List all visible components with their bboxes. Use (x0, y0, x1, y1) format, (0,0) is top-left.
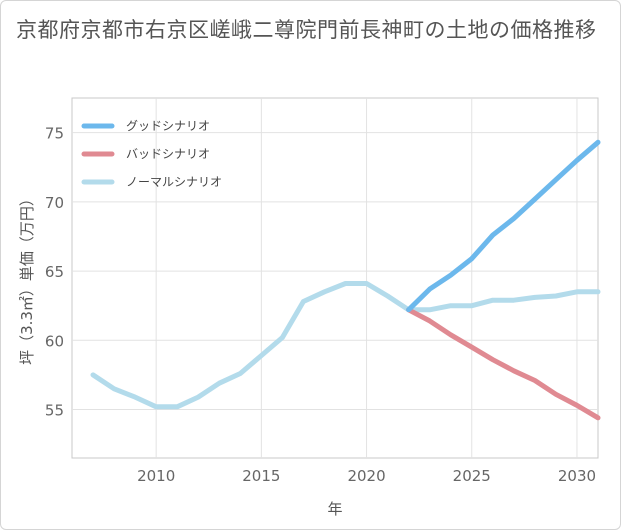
x-axis-label: 年 (327, 500, 342, 518)
series-line-0 (406, 139, 601, 313)
legend-label: グッドシナリオ (126, 119, 210, 133)
x-tick-label: 2015 (242, 467, 280, 485)
legend-label: バッドシナリオ (126, 147, 210, 161)
y-axis-label: 坪（3.3㎡）単価（万円） (18, 191, 36, 365)
x-tick-label: 2025 (453, 467, 491, 485)
y-tick-label: 55 (45, 402, 64, 420)
x-tick-label: 2020 (347, 467, 385, 485)
chart-title: 京都府京都市右京区嵯峨二尊院門前長神町の土地の価格推移 (16, 18, 597, 42)
x-tick-label: 2010 (137, 467, 175, 485)
y-tick-label: 75 (45, 125, 64, 143)
y-tick-label: 65 (45, 263, 64, 281)
series-line-2 (90, 281, 601, 410)
x-tick-label: 2030 (558, 467, 596, 485)
legend-label: ノーマルシナリオ (126, 175, 222, 189)
y-tick-label: 60 (45, 332, 64, 350)
y-tick-label: 70 (45, 194, 64, 212)
series-line-1 (406, 307, 601, 421)
plot-area (71, 97, 599, 459)
